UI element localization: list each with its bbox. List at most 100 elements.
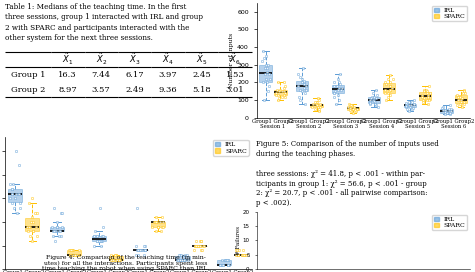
Point <box>348 104 356 109</box>
Point <box>134 253 142 257</box>
Point <box>176 258 184 262</box>
Point <box>446 111 454 116</box>
Point <box>386 87 393 92</box>
PathPatch shape <box>332 85 344 93</box>
Point <box>135 248 142 252</box>
Text: Figure 5: Comparison of the number of inputs used
during the teaching phases.: Figure 5: Comparison of the number of in… <box>256 140 439 158</box>
Point <box>150 220 157 224</box>
Point <box>239 253 247 257</box>
Point <box>115 258 123 262</box>
Point <box>386 87 394 92</box>
Point <box>423 91 431 95</box>
Point <box>136 248 143 252</box>
Point <box>184 258 191 262</box>
Point <box>223 258 230 262</box>
Point <box>180 258 188 262</box>
Point <box>371 101 379 106</box>
PathPatch shape <box>368 97 380 103</box>
Point <box>259 48 267 53</box>
Point <box>51 206 58 210</box>
Point <box>179 258 186 262</box>
Point <box>142 248 149 252</box>
Point <box>12 196 19 200</box>
Point <box>408 107 415 111</box>
Point <box>405 109 413 113</box>
Point <box>344 105 352 109</box>
Point <box>156 220 164 224</box>
Point <box>409 106 417 110</box>
Point <box>439 108 446 112</box>
Point <box>30 229 38 234</box>
Point <box>76 248 83 252</box>
Point <box>420 96 428 101</box>
Point <box>300 80 307 85</box>
Point <box>260 98 268 102</box>
Point <box>381 87 389 92</box>
Point <box>439 105 446 109</box>
Point <box>419 100 427 104</box>
Point <box>389 77 397 81</box>
Point <box>335 98 342 102</box>
Point <box>157 229 165 234</box>
Point <box>459 91 466 95</box>
Point <box>265 63 272 67</box>
Point <box>12 191 20 196</box>
Point <box>133 206 141 210</box>
Point <box>74 253 81 257</box>
Point <box>258 59 266 63</box>
Point <box>459 105 466 109</box>
Point <box>275 80 282 85</box>
Point <box>389 86 396 90</box>
Point <box>113 253 120 257</box>
Point <box>352 107 359 111</box>
Point <box>116 258 124 262</box>
Point <box>235 253 242 257</box>
Point <box>233 248 241 252</box>
Point <box>259 80 267 85</box>
Point <box>334 77 342 81</box>
Point <box>425 84 432 88</box>
Legend: IRL, SPARC: IRL, SPARC <box>432 6 467 21</box>
Point <box>411 98 418 102</box>
Point <box>446 110 453 115</box>
Point <box>460 100 468 104</box>
Point <box>179 258 186 262</box>
Point <box>140 243 148 248</box>
Point <box>370 94 378 99</box>
Point <box>14 191 21 196</box>
Point <box>97 243 105 248</box>
Point <box>24 225 31 229</box>
Point <box>28 239 35 243</box>
Point <box>263 66 271 70</box>
Point <box>366 98 373 102</box>
Point <box>232 253 240 257</box>
Point <box>198 248 205 252</box>
Point <box>372 103 380 108</box>
Point <box>262 63 270 67</box>
Point <box>68 248 76 252</box>
Point <box>115 258 123 262</box>
Point <box>263 70 271 74</box>
Point <box>308 105 316 109</box>
Point <box>274 98 281 102</box>
Point <box>224 258 231 262</box>
Point <box>133 253 140 257</box>
Point <box>180 258 188 262</box>
Point <box>242 253 249 257</box>
Point <box>33 210 41 215</box>
Point <box>234 253 241 257</box>
Point <box>191 243 199 248</box>
Point <box>73 253 81 257</box>
PathPatch shape <box>347 107 359 110</box>
Text: three sessions: χ² = 41.8, p < .001 - within par-
ticipants in group 1: χ² = 56.: three sessions: χ² = 41.8, p < .001 - wi… <box>256 170 428 207</box>
PathPatch shape <box>310 104 323 107</box>
Point <box>384 94 392 99</box>
Point <box>194 243 201 248</box>
Point <box>198 239 205 243</box>
Point <box>339 86 346 90</box>
Point <box>382 82 390 86</box>
Point <box>140 248 148 252</box>
Point <box>114 258 121 262</box>
Point <box>347 103 354 107</box>
Point <box>280 80 288 85</box>
